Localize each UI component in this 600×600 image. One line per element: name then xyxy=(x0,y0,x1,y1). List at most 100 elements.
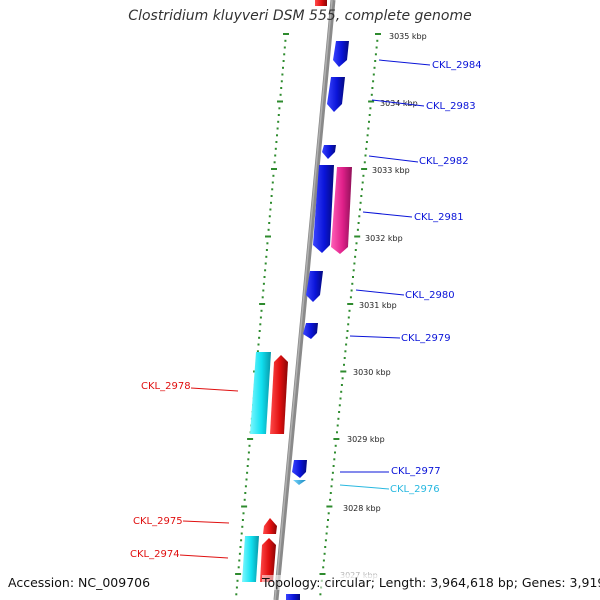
minor-tick xyxy=(267,228,270,231)
position-label: 3031 kbp xyxy=(359,301,397,310)
gene-labels: CKL_2984 CKL_2983 CKL_2982 CKL_2981 CKL_… xyxy=(130,60,482,560)
minor-tick xyxy=(359,201,362,204)
minor-tick xyxy=(265,249,268,251)
minor-tick xyxy=(268,222,271,224)
gene-CKL_2980[interactable] xyxy=(306,271,323,302)
genes-forward xyxy=(286,0,352,600)
minor-tick xyxy=(240,532,243,535)
gene-label[interactable]: CKL_2982 xyxy=(419,156,469,167)
gene-CKL_2976[interactable] xyxy=(293,480,306,485)
minor-tick xyxy=(282,66,284,69)
minor-tick xyxy=(363,161,366,164)
minor-tick xyxy=(372,80,375,83)
gene-label[interactable]: CKL_2983 xyxy=(426,101,476,112)
gene-CKL_2983[interactable] xyxy=(327,77,345,112)
minor-tick xyxy=(260,309,263,312)
minor-tick xyxy=(333,458,336,461)
gene-CKL_2977[interactable] xyxy=(292,460,307,478)
minor-tick xyxy=(336,424,339,427)
gene-label[interactable]: CKL_2980 xyxy=(405,290,455,301)
minor-tick xyxy=(368,120,370,123)
minor-tick xyxy=(323,552,326,555)
gene-label[interactable]: CKL_2981 xyxy=(414,212,464,223)
minor-tick xyxy=(239,546,242,548)
gene-partial-bottom[interactable] xyxy=(286,594,300,600)
minor-tick xyxy=(374,53,377,56)
minor-tick xyxy=(370,93,373,96)
minor-tick xyxy=(244,485,247,488)
major-tick xyxy=(361,168,368,170)
minor-tick xyxy=(337,417,340,420)
gene-CKL_2974[interactable] xyxy=(260,538,276,582)
minor-tick xyxy=(270,195,273,197)
minor-tick xyxy=(236,579,239,582)
gene-CKL_2981[interactable] xyxy=(313,165,334,253)
major-tick xyxy=(375,33,381,35)
major-tick xyxy=(368,100,375,103)
minor-tick xyxy=(262,289,265,292)
minor-tick xyxy=(284,39,287,42)
minor-tick xyxy=(241,525,244,528)
gene-CKL_2978-cyan[interactable] xyxy=(250,352,271,434)
minor-tick xyxy=(364,154,367,157)
gene-CKL_2978[interactable] xyxy=(270,355,288,434)
minor-tick xyxy=(334,444,337,447)
major-tick xyxy=(347,303,354,305)
minor-tick xyxy=(349,296,352,299)
minor-tick xyxy=(258,336,261,339)
gene-label[interactable]: CKL_2975 xyxy=(133,516,183,527)
minor-tick xyxy=(279,93,282,96)
minor-tick xyxy=(256,350,259,353)
minor-tick xyxy=(238,559,241,562)
gene-CKL_2981-b[interactable] xyxy=(331,167,352,254)
map-title: Clostridium kluyveri DSM 555, complete g… xyxy=(128,8,472,24)
gene-partial-top[interactable] xyxy=(315,0,327,6)
minor-tick xyxy=(360,195,363,197)
major-tick xyxy=(277,100,283,103)
minor-tick xyxy=(322,559,325,562)
minor-tick xyxy=(269,208,272,211)
position-label: 3029 kbp xyxy=(347,435,385,444)
gene-label[interactable]: CKL_2984 xyxy=(432,60,482,71)
gene-CKL_2982[interactable] xyxy=(322,145,336,159)
gene-label[interactable]: CKL_2978 xyxy=(141,381,191,392)
gene-CKL_2984[interactable] xyxy=(333,41,349,67)
minor-tick xyxy=(347,323,350,326)
minor-tick xyxy=(365,141,368,143)
minor-tick xyxy=(361,181,364,184)
minor-tick xyxy=(270,201,272,204)
minor-tick xyxy=(245,478,248,481)
minor-tick xyxy=(345,336,348,339)
minor-tick xyxy=(368,114,371,116)
minor-tick xyxy=(235,586,238,589)
minor-tick xyxy=(280,80,283,83)
minor-tick xyxy=(283,46,286,49)
minor-tick xyxy=(359,208,361,211)
gene-label[interactable]: CKL_2979 xyxy=(401,333,451,344)
gene-CKL_2979[interactable] xyxy=(303,323,318,339)
minor-tick xyxy=(369,107,372,110)
gene-CKL_2975[interactable] xyxy=(263,518,277,534)
minor-tick xyxy=(257,343,260,346)
minor-tick xyxy=(261,296,264,299)
gene-CKL_2974-cyan[interactable] xyxy=(242,536,259,582)
gene-label[interactable]: CKL_2974 xyxy=(130,549,180,560)
major-tick xyxy=(241,505,248,508)
minor-tick xyxy=(354,249,357,251)
minor-tick xyxy=(259,323,262,326)
minor-tick xyxy=(339,397,342,400)
gene-label[interactable]: CKL_2977 xyxy=(391,466,441,477)
minor-tick xyxy=(362,174,365,177)
minor-tick xyxy=(327,519,329,521)
minor-tick xyxy=(332,465,335,467)
major-tick xyxy=(326,505,333,508)
minor-tick xyxy=(238,552,241,555)
minor-tick xyxy=(365,147,368,150)
minor-tick xyxy=(319,593,322,596)
minor-tick xyxy=(330,485,333,488)
minor-tick xyxy=(334,451,336,454)
gene-label[interactable]: CKL_2976 xyxy=(390,484,440,495)
tick-marks-right xyxy=(319,33,381,596)
minor-tick xyxy=(268,215,271,218)
